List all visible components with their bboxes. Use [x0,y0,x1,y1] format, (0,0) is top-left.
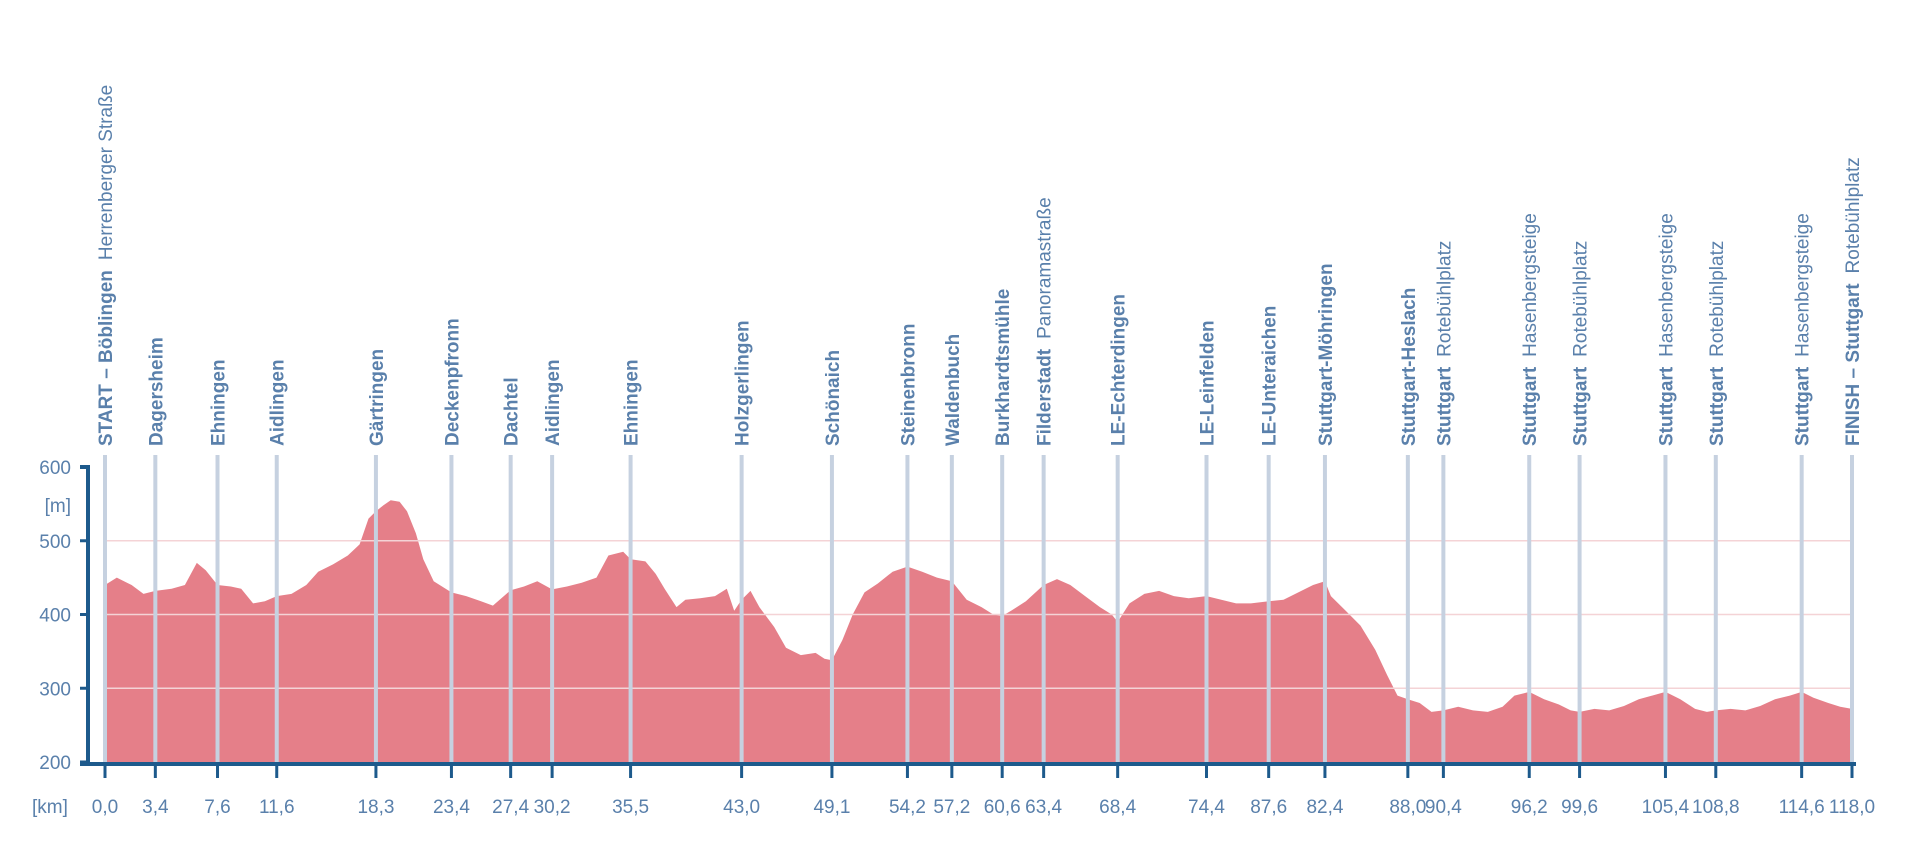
waypoint-name: Ehningen [209,359,230,446]
waypoint-label: Deckenpfronn [442,318,463,446]
waypoint-label: Dagersheim [146,337,167,446]
waypoint-street: Hasenbergsteige [1657,213,1678,357]
waypoint-name: Steinenbronn [898,324,919,446]
elevation-area [105,500,1852,762]
x-tick-label: 114,6 [1779,797,1825,818]
waypoint-name: Burkhardtsmühle [993,289,1014,446]
y-tick-label: 300 [39,679,71,700]
waypoint-street: Hasenbergsteige [1793,213,1814,357]
waypoint-name: FINISH – Stuttgart [1843,283,1864,446]
waypoint-name: Ehningen [622,359,643,446]
y-tick-label: 200 [39,753,71,774]
waypoint-label: Ehningen [209,359,230,446]
waypoint-name: Waldenbuch [943,334,964,446]
waypoint-label: Stuttgart Hasenbergsteige [1793,213,1814,446]
waypoint-name: Dachtel [502,377,523,446]
waypoint-label: Steinenbronn [898,324,919,446]
x-tick-label: 74,4 [1188,797,1225,818]
x-tick-label: 43,0 [723,797,760,818]
x-tick-label: 68,4 [1099,797,1136,818]
x-tick-label: 82,4 [1306,797,1343,818]
x-tick-label: 35,5 [612,797,649,818]
x-tick-label: 27,4 [492,797,529,818]
waypoint-name: Stuttgart [1571,366,1592,446]
waypoint-name: Schönaich [823,350,844,446]
waypoint-name: Stuttgart [1434,366,1455,446]
waypoint-label: Holzgerlingen [733,320,754,446]
waypoint-name: Stuttgart-Heslach [1399,288,1420,446]
x-tick-label: 30,2 [534,797,571,818]
x-tick-label: 87,6 [1250,797,1287,818]
waypoint-label: Stuttgart Hasenbergsteige [1657,213,1678,446]
y-tick-label: 400 [39,606,71,627]
x-tick-label: 60,6 [984,797,1021,818]
waypoint-name: Gärtringen [367,349,388,446]
waypoint-label: Aidlingen [268,359,289,446]
x-tick-label: 96,2 [1511,797,1548,818]
waypoint-street: Hasenbergsteige [1520,213,1541,357]
y-tick-label: 600 [39,458,71,479]
waypoint-street: Rotebühlplatz [1707,241,1728,357]
y-axis-label: [m] [45,496,71,517]
waypoint-label: Stuttgart-Möhringen [1316,263,1337,446]
waypoint-label: START – Böblingen Herrenberger Straße [96,85,117,446]
x-tick-label: 3,4 [142,797,169,818]
x-tick-label: 118,0 [1829,797,1875,818]
waypoint-label: Waldenbuch [943,334,964,446]
waypoint-name: Aidlingen [543,359,564,446]
x-tick-label: 0,0 [92,797,118,818]
waypoint-name: LE-Leinfelden [1198,320,1219,446]
waypoint-street: Rotebühlplatz [1571,241,1592,357]
waypoint-label: Burkhardtsmühle [993,289,1014,446]
waypoint-name: START – Böblingen [96,270,117,446]
x-tick-label: 99,6 [1561,797,1598,818]
waypoint-name: Stuttgart [1793,366,1814,446]
waypoint-street: Herrenberger Straße [96,85,117,260]
waypoint-label: LE-Unteraichen [1260,306,1281,446]
x-tick-label: 105,4 [1642,797,1690,818]
waypoint-label: Gärtringen [367,349,388,446]
x-tick-label: 7,6 [204,797,230,818]
waypoint-name: Dagersheim [146,337,167,446]
waypoint-street: Rotebühlplatz [1434,241,1455,357]
waypoint-label: Aidlingen [543,359,564,446]
waypoint-name: Stuttgart [1707,366,1728,446]
waypoint-label: FINISH – Stuttgart Rotebühlplatz [1843,157,1864,446]
waypoint-label: LE-Leinfelden [1198,320,1219,446]
waypoint-label: Schönaich [823,350,844,446]
waypoint-name: Stuttgart [1520,366,1541,446]
x-tick-label: 88,0 [1389,797,1426,818]
waypoint-label: Stuttgart Rotebühlplatz [1571,241,1592,446]
waypoint-name: Filderstadt [1035,348,1056,446]
x-axis-label: [km] [32,797,68,818]
x-tick-label: 18,3 [357,797,394,818]
waypoint-name: Stuttgart-Möhringen [1316,263,1337,446]
waypoint-label: Stuttgart Hasenbergsteige [1520,213,1541,446]
waypoint-name: LE-Unteraichen [1260,306,1281,446]
waypoint-label: Ehningen [622,359,643,446]
waypoint-label: Stuttgart-Heslach [1399,288,1420,446]
x-tick-label: 11,6 [259,797,295,818]
waypoint-label: Filderstadt Panoramastraße [1035,197,1056,446]
waypoint-street: Rotebühlplatz [1843,157,1864,273]
waypoint-street: Panoramastraße [1035,197,1056,339]
waypoint-name: Deckenpfronn [442,318,463,446]
waypoint-name: Aidlingen [268,359,289,446]
x-tick-label: 63,4 [1025,797,1062,818]
waypoint-label: LE-Echterdingen [1109,294,1130,446]
x-tick-label: 49,1 [813,797,850,818]
waypoint-label: Stuttgart Rotebühlplatz [1434,241,1455,446]
x-tick-label: 90,4 [1425,797,1462,818]
waypoint-label: Stuttgart Rotebühlplatz [1707,241,1728,446]
x-tick-label: 108,8 [1692,797,1740,818]
waypoint-name: LE-Echterdingen [1109,294,1130,446]
x-tick-label: 54,2 [889,797,926,818]
waypoint-label: Dachtel [502,377,523,446]
waypoint-name: Holzgerlingen [733,320,754,446]
x-tick-label: 57,2 [933,797,970,818]
waypoint-name: Stuttgart [1657,366,1678,446]
x-tick-label: 23,4 [433,797,470,818]
y-tick-label: 500 [39,532,71,553]
